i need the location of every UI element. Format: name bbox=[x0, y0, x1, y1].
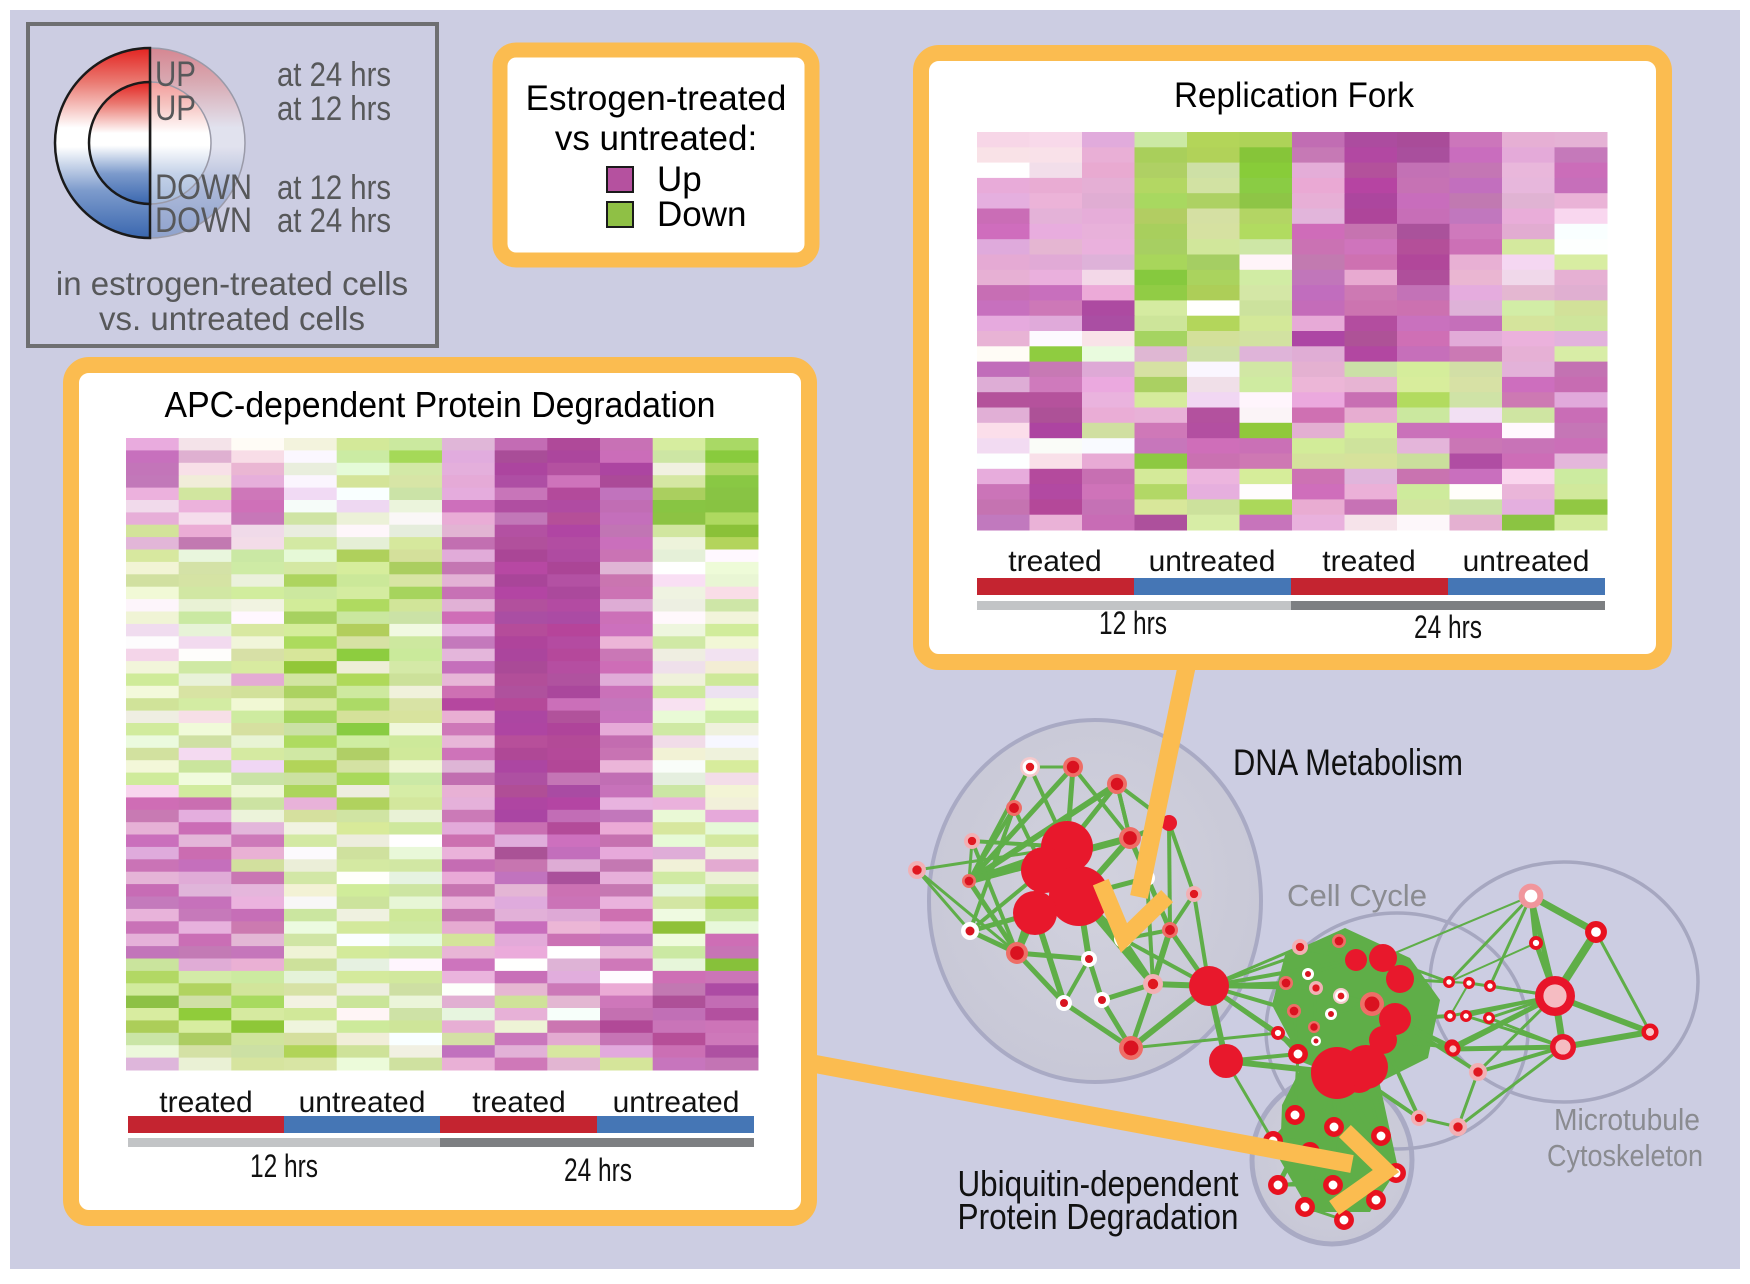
svg-text:treated: treated bbox=[1322, 545, 1415, 578]
svg-text:24 hrs: 24 hrs bbox=[564, 1152, 632, 1188]
svg-text:APC-dependent Protein Degradat: APC-dependent Protein Degradation bbox=[165, 384, 716, 425]
svg-text:vs. untreated cells: vs. untreated cells bbox=[99, 300, 365, 337]
svg-text:at 24 hrs: at 24 hrs bbox=[277, 202, 391, 240]
svg-text:in estrogen-treated cells: in estrogen-treated cells bbox=[56, 265, 408, 302]
svg-text:treated: treated bbox=[1008, 545, 1101, 578]
svg-text:UP: UP bbox=[155, 89, 196, 128]
svg-text:untreated: untreated bbox=[1463, 545, 1590, 578]
svg-text:Replication Fork: Replication Fork bbox=[1174, 76, 1414, 115]
svg-text:Ubiquitin-dependent: Ubiquitin-dependent bbox=[958, 1163, 1239, 1204]
svg-text:treated: treated bbox=[159, 1086, 252, 1119]
svg-text:DOWN: DOWN bbox=[155, 168, 252, 207]
svg-text:at 24 hrs: at 24 hrs bbox=[277, 56, 391, 94]
svg-text:DOWN: DOWN bbox=[155, 201, 252, 240]
svg-text:Estrogen-treated: Estrogen-treated bbox=[526, 79, 787, 118]
svg-text:Microtubule: Microtubule bbox=[1554, 1102, 1700, 1137]
svg-text:vs untreated:: vs untreated: bbox=[555, 119, 757, 158]
svg-text:12 hrs: 12 hrs bbox=[1099, 605, 1167, 641]
svg-text:Cell Cycle: Cell Cycle bbox=[1287, 878, 1427, 913]
svg-text:treated: treated bbox=[472, 1086, 565, 1119]
svg-text:untreated: untreated bbox=[1149, 545, 1276, 578]
svg-text:Cytoskeleton: Cytoskeleton bbox=[1547, 1138, 1703, 1173]
svg-text:Protein Degradation: Protein Degradation bbox=[958, 1196, 1239, 1237]
svg-text:untreated: untreated bbox=[299, 1086, 426, 1119]
svg-text:Down: Down bbox=[657, 195, 746, 234]
svg-text:at 12 hrs: at 12 hrs bbox=[277, 169, 391, 207]
svg-text:12 hrs: 12 hrs bbox=[250, 1148, 318, 1184]
svg-text:DNA Metabolism: DNA Metabolism bbox=[1233, 742, 1463, 783]
svg-text:Up: Up bbox=[657, 160, 702, 199]
svg-text:at 12 hrs: at 12 hrs bbox=[277, 90, 391, 128]
svg-text:UP: UP bbox=[155, 55, 196, 94]
svg-text:untreated: untreated bbox=[613, 1086, 740, 1119]
svg-text:24 hrs: 24 hrs bbox=[1414, 609, 1482, 645]
